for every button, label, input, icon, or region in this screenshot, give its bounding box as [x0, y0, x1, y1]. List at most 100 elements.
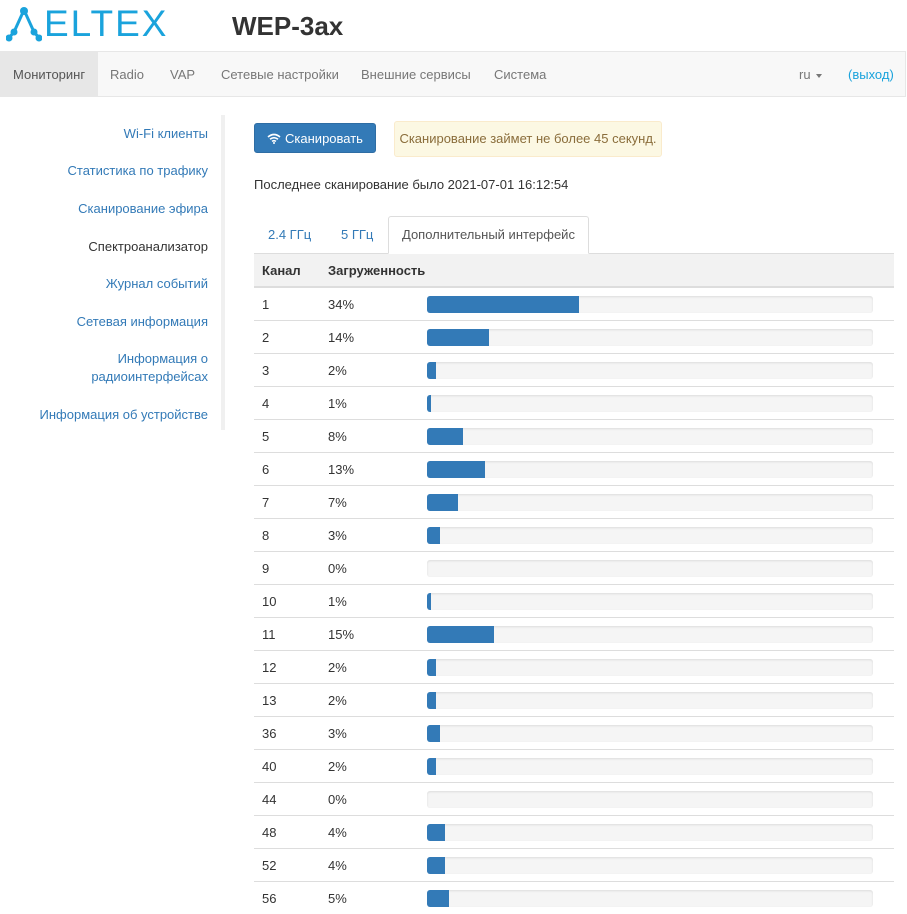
channel-load-percent: 13%	[320, 453, 428, 486]
channel-load-fill	[427, 461, 485, 478]
channel-load-cell	[428, 651, 894, 684]
channel-number: 2	[254, 321, 320, 354]
channel-load-percent: 2%	[320, 354, 428, 387]
channel-load-bar	[427, 362, 873, 379]
language-label: ru	[799, 67, 811, 82]
nav-system[interactable]: Система	[494, 52, 546, 97]
channel-load-bar	[427, 659, 873, 676]
scan-button-label: Сканировать	[285, 131, 363, 146]
last-scan-time: Последнее сканирование было 2021-07-01 1…	[254, 177, 568, 192]
nav-external-services[interactable]: Внешние сервисы	[361, 52, 471, 97]
table-header-row: Канал Загруженность	[254, 254, 894, 287]
channel-load-cell	[428, 849, 894, 882]
channel-load-cell	[428, 519, 894, 552]
channel-number: 10	[254, 585, 320, 618]
channel-load-percent: 8%	[320, 420, 428, 453]
column-header-load: Загруженность	[320, 254, 428, 287]
channel-number: 1	[254, 287, 320, 321]
channel-load-cell	[428, 684, 894, 717]
caret-down-icon	[816, 74, 822, 78]
main-navbar: Мониторинг Radio VAP Сетевые настройки В…	[0, 51, 906, 97]
channel-load-cell	[428, 552, 894, 585]
channel-load-cell	[428, 420, 894, 453]
channel-number: 11	[254, 618, 320, 651]
eltex-network-icon	[6, 6, 42, 42]
nav-vap[interactable]: VAP	[170, 52, 195, 97]
tab-2-4ghz[interactable]: 2.4 ГГц	[268, 216, 311, 253]
channel-load-bar	[427, 395, 873, 412]
sidebar-item-air-scan[interactable]: Сканирование эфира	[78, 200, 208, 218]
eltex-logo[interactable]: ELTEX	[6, 6, 168, 42]
channel-load-cell	[428, 816, 894, 849]
channel-number: 40	[254, 750, 320, 783]
channel-load-cell	[428, 750, 894, 783]
sidebar-item-radio-info[interactable]: Информация о радиоинтерфейсах	[68, 350, 208, 386]
channel-load-fill	[427, 527, 440, 544]
device-model-title: WEP-3ax	[232, 10, 343, 42]
band-tabs: 2.4 ГГц 5 ГГц Дополнительный интерфейс	[254, 216, 894, 254]
channel-load-fill	[427, 494, 458, 511]
page-header: ELTEX WEP-3ax	[0, 0, 907, 50]
logout-link[interactable]: (выход)	[848, 52, 894, 97]
channel-load-bar	[427, 692, 873, 709]
channel-number: 52	[254, 849, 320, 882]
channel-number: 56	[254, 882, 320, 914]
nav-network-settings[interactable]: Сетевые настройки	[221, 52, 339, 97]
channel-load-cell	[428, 453, 894, 486]
channel-load-bar	[427, 296, 873, 313]
tab-5ghz[interactable]: 5 ГГц	[341, 216, 373, 253]
channel-load-cell	[428, 618, 894, 651]
channel-load-bar	[427, 461, 873, 478]
channel-number: 7	[254, 486, 320, 519]
channel-number: 4	[254, 387, 320, 420]
language-dropdown[interactable]: ru	[799, 52, 822, 97]
channel-load-bar	[427, 626, 873, 643]
channel-load-percent: 5%	[320, 882, 428, 914]
channel-number: 48	[254, 816, 320, 849]
sidebar-item-device-info[interactable]: Информация об устройстве	[40, 406, 208, 424]
channel-load-fill	[427, 824, 445, 841]
sidebar-item-spectrum-analyzer[interactable]: Спектроанализатор	[88, 238, 208, 256]
channel-load-fill	[427, 593, 431, 610]
channel-number: 44	[254, 783, 320, 816]
nav-monitoring[interactable]: Мониторинг	[0, 52, 98, 97]
channel-load-bar	[427, 494, 873, 511]
channel-load-cell	[428, 783, 894, 816]
scan-button[interactable]: Сканировать	[254, 123, 376, 153]
channel-load-fill	[427, 362, 436, 379]
channel-number: 5	[254, 420, 320, 453]
channel-load-percent: 0%	[320, 552, 428, 585]
nav-radio[interactable]: Radio	[110, 52, 144, 97]
sidebar-item-event-log[interactable]: Журнал событий	[106, 275, 208, 293]
sidebar-item-wifi-clients[interactable]: Wi-Fi клиенты	[124, 125, 208, 143]
channel-load-percent: 0%	[320, 783, 428, 816]
sidebar-item-traffic-stats[interactable]: Статистика по трафику	[68, 162, 208, 180]
channel-load-bar	[427, 560, 873, 577]
channel-load-fill	[427, 758, 436, 775]
sidebar-item-network-info[interactable]: Сетевая информация	[77, 313, 208, 331]
channel-load-bar	[427, 791, 873, 808]
channel-load-fill	[427, 395, 431, 412]
channel-load-fill	[427, 890, 449, 907]
scan-duration-alert: Сканирование займет не более 45 секунд.	[394, 121, 662, 157]
column-header-channel: Канал	[254, 254, 320, 287]
channel-load-fill	[427, 692, 436, 709]
channel-load-bar	[427, 758, 873, 775]
tab-additional-interface[interactable]: Дополнительный интерфейс	[388, 216, 589, 254]
channel-load-percent: 2%	[320, 684, 428, 717]
channel-load-bar	[427, 527, 873, 544]
